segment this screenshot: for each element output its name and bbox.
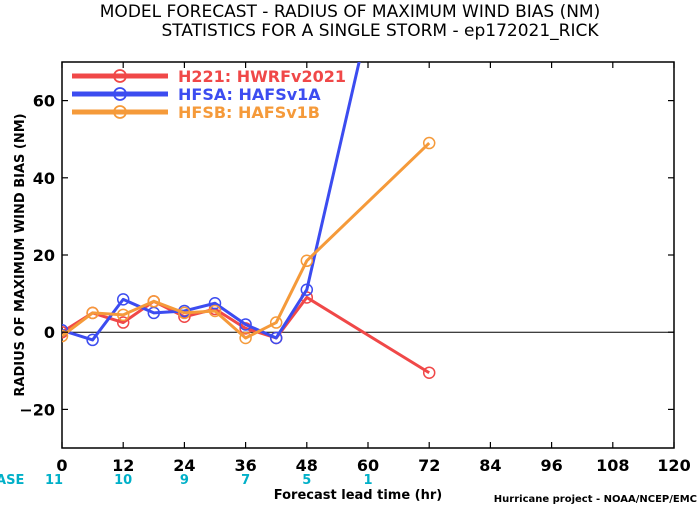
y-tick-label: 60 xyxy=(33,92,55,111)
series-point xyxy=(86,306,99,320)
series-point xyxy=(147,295,161,308)
series-point xyxy=(422,136,436,150)
case-count: 1 xyxy=(363,473,372,488)
legend-marker xyxy=(113,87,127,101)
series-point xyxy=(116,293,130,306)
series-point xyxy=(86,333,99,347)
legend-label: HFSB: HAFSv1B xyxy=(178,103,320,122)
legend-label: H221: HWRFv2021 xyxy=(178,67,346,86)
x-tick-label: 108 xyxy=(596,456,629,475)
y-tick-label: −20 xyxy=(19,400,55,419)
series-point xyxy=(300,254,314,268)
ticks-layer: 0 12 24 36 48 60 72 84 96 108 120 −20 0 20 40 60 xyxy=(19,62,691,475)
legend-marker xyxy=(113,69,127,83)
case-counts: #CASE 11 10 9 7 5 1 xyxy=(0,473,373,488)
x-tick-label: 0 xyxy=(56,456,67,475)
case-count: 9 xyxy=(180,473,189,488)
case-count: 10 xyxy=(114,473,132,488)
series-point xyxy=(178,306,191,320)
case-count: 7 xyxy=(241,473,250,488)
legend-label: HFSA: HAFSv1A xyxy=(178,85,321,104)
case-label: #CASE xyxy=(0,473,24,488)
series-layer xyxy=(62,62,436,379)
series-point xyxy=(422,366,436,379)
series-point xyxy=(269,316,283,329)
series-point xyxy=(239,318,252,331)
series-point xyxy=(239,331,252,345)
y-tick-label: 0 xyxy=(44,323,55,342)
credit-text: Hurricane project - NOAA/NCEP/EMC xyxy=(494,494,697,505)
series-point xyxy=(269,331,283,345)
series-line-1 xyxy=(62,62,361,342)
series-point xyxy=(116,308,130,322)
x-tick-label: 84 xyxy=(479,456,501,475)
y-tick-label: 40 xyxy=(33,169,55,188)
case-count: 5 xyxy=(302,473,311,488)
series-point xyxy=(208,304,222,318)
x-axis-label: Forecast lead time (hr) xyxy=(274,488,442,503)
x-tick-label: 12 xyxy=(112,456,134,475)
series-line-2 xyxy=(62,141,431,340)
x-tick-label: 60 xyxy=(357,456,379,475)
legend-marker xyxy=(113,105,127,119)
chart-title: MODEL FORECAST - RADIUS OF MAXIMUM WIND … xyxy=(100,2,600,22)
x-tick-label: 36 xyxy=(234,456,256,475)
x-tick-label: 24 xyxy=(173,456,195,475)
plot-frame xyxy=(61,61,675,449)
case-count: 11 xyxy=(45,473,63,488)
x-tick-label: 96 xyxy=(540,456,562,475)
y-tick-label: 20 xyxy=(33,246,55,265)
series-point xyxy=(300,283,314,296)
x-tick-label: 48 xyxy=(296,456,318,475)
x-tick-label: 72 xyxy=(418,456,440,475)
y-axis-label: RADIUS OF MAXIMUM WIND BIAS (NM) xyxy=(13,113,28,396)
series-point xyxy=(116,316,130,329)
x-tick-label: 120 xyxy=(657,456,690,475)
series-point xyxy=(62,329,69,343)
series-point xyxy=(208,297,222,310)
chart-subtitle: STATISTICS FOR A SINGLE STORM - ep172021… xyxy=(161,21,599,41)
